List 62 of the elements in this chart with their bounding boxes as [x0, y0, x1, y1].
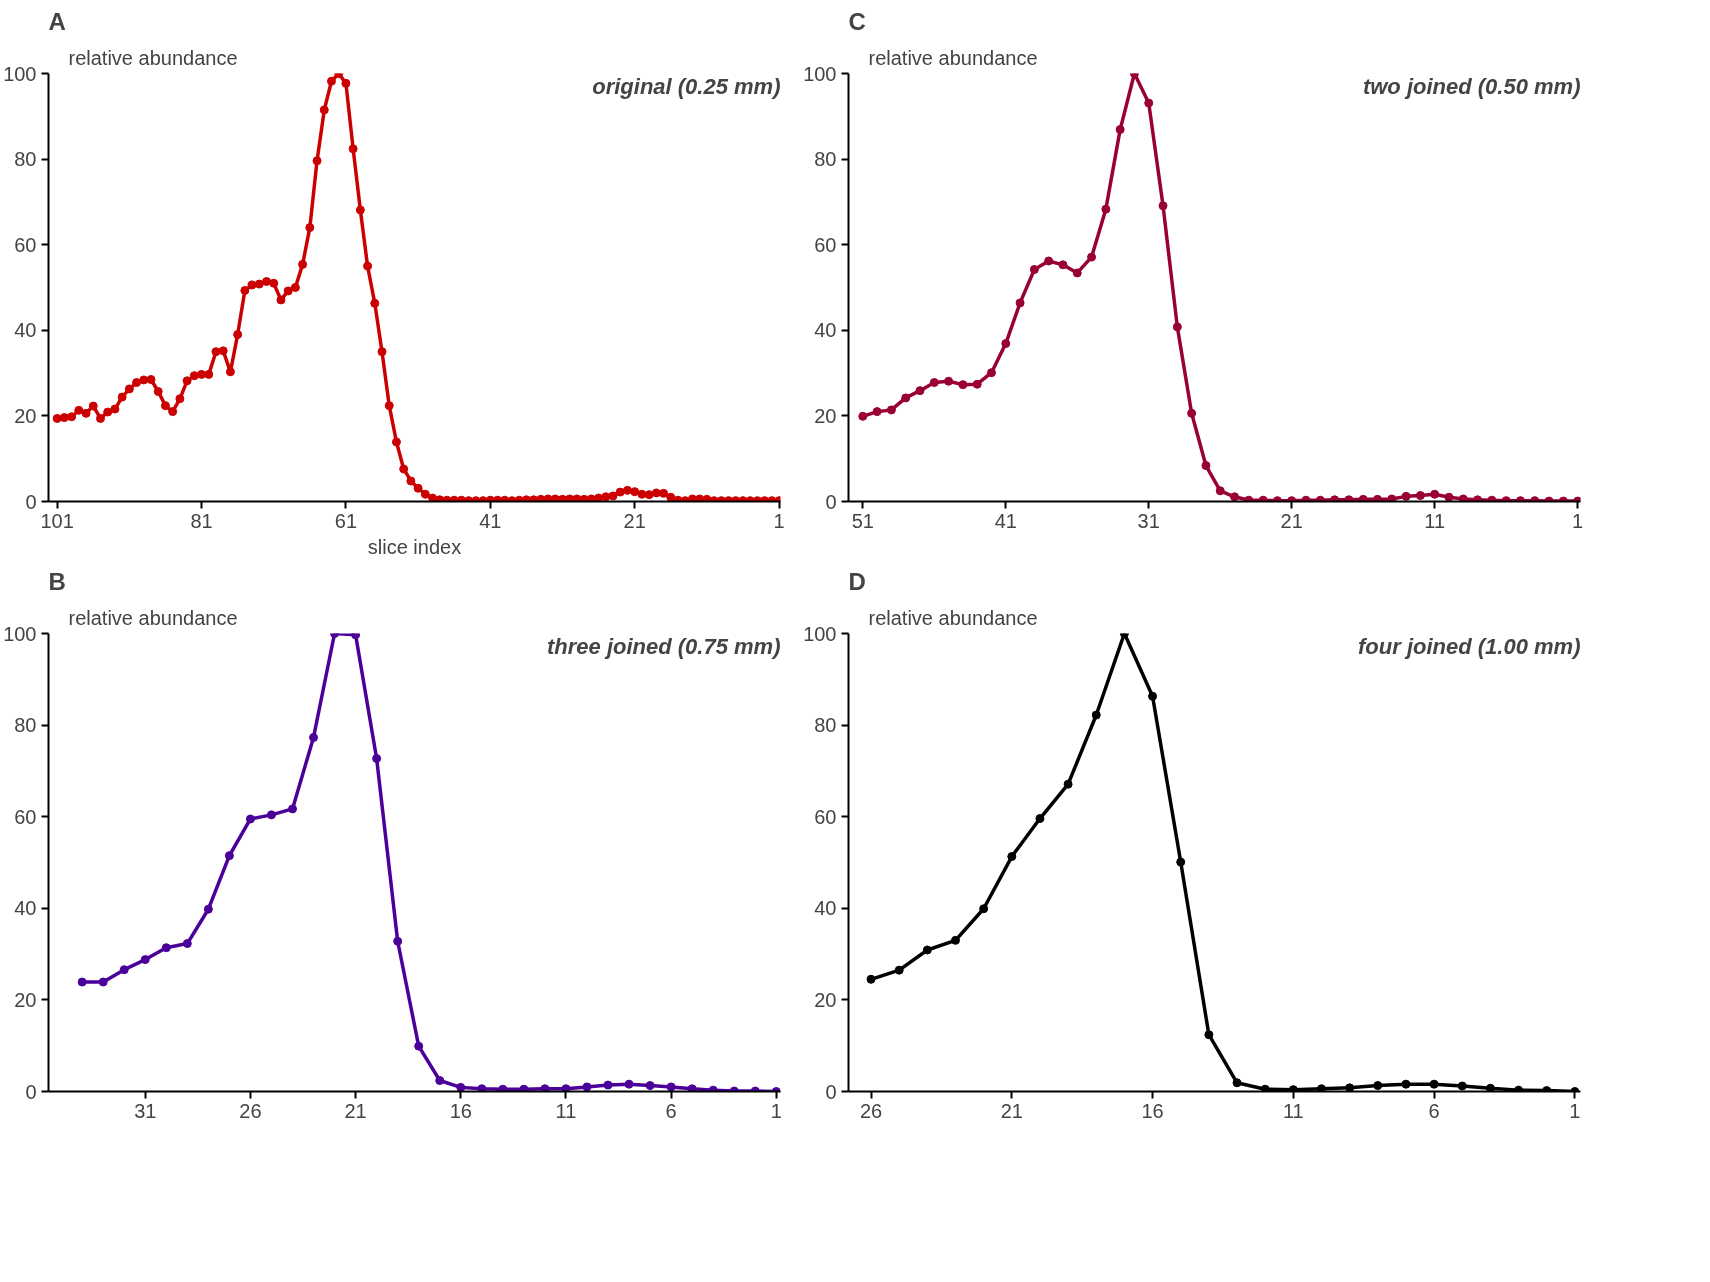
y-tick-label: 100 [3, 622, 37, 645]
x-tick-label: 101 [40, 509, 74, 532]
x-tick-label: 21 [1000, 1099, 1023, 1122]
x-tick-label: 51 [851, 509, 874, 532]
y-tick-label: 60 [14, 233, 37, 256]
x-tick-label: 21 [1280, 509, 1303, 532]
annotation: four joined (1.00 mm) [1358, 633, 1581, 659]
y-tick-label: 100 [803, 62, 837, 85]
y-tick-label: 60 [814, 805, 837, 828]
x-tick-label: 16 [449, 1099, 472, 1122]
y-tick-label: 60 [814, 233, 837, 256]
y-tick-label: 40 [14, 319, 37, 342]
y-axis-title: relative abundance [868, 46, 1038, 69]
x-tick-label: 31 [1137, 509, 1160, 532]
annotation: original (0.25 mm) [592, 73, 781, 99]
y-tick-label: 20 [14, 988, 37, 1011]
x-tick-label: 31 [134, 1099, 157, 1122]
x-tick-label: 61 [334, 509, 358, 532]
y-tick-label: 80 [14, 714, 37, 737]
y-axis-title: relative abundance [868, 606, 1038, 629]
x-tick-label: 1 [770, 1099, 782, 1122]
chart-title: B [48, 567, 66, 595]
x-axis-title: slice index [367, 535, 462, 558]
x-tick-label: 6 [665, 1099, 677, 1122]
x-tick-label: 6 [1428, 1099, 1440, 1122]
chart-title: C [848, 7, 866, 35]
y-tick-label: 100 [803, 622, 837, 645]
y-tick-label: 0 [825, 490, 837, 513]
x-tick-label: 26 [859, 1099, 883, 1122]
x-tick-label: 21 [623, 509, 646, 532]
y-axis-title: relative abundance [68, 606, 238, 629]
x-tick-label: 41 [994, 509, 1017, 532]
chart-title: D [848, 567, 866, 595]
y-tick-label: 80 [814, 714, 837, 737]
annotation: three joined (0.75 mm) [547, 633, 781, 659]
y-tick-label: 80 [814, 148, 837, 171]
x-tick-label: 11 [555, 1099, 577, 1122]
x-tick-label: 1 [773, 509, 785, 532]
y-tick-label: 20 [814, 988, 837, 1011]
y-tick-label: 100 [3, 62, 37, 85]
annotation: two joined (0.50 mm) [1362, 73, 1581, 99]
y-axis-title: relative abundance [68, 46, 238, 69]
y-tick-label: 0 [25, 1080, 37, 1103]
x-tick-label: 26 [239, 1099, 262, 1122]
y-tick-label: 20 [814, 404, 837, 427]
y-tick-label: 40 [814, 897, 837, 920]
x-tick-label: 16 [1141, 1099, 1164, 1122]
x-tick-label: 1 [1572, 509, 1584, 532]
x-tick-label: 81 [190, 509, 213, 532]
y-tick-label: 0 [25, 490, 37, 513]
x-tick-label: 11 [1424, 509, 1446, 532]
y-tick-label: 40 [14, 897, 37, 920]
x-tick-label: 11 [1282, 1099, 1304, 1122]
x-tick-label: 1 [1569, 1099, 1581, 1122]
chart-title: A [48, 7, 66, 35]
y-tick-label: 20 [14, 404, 37, 427]
y-tick-label: 0 [825, 1080, 837, 1103]
y-tick-label: 80 [14, 148, 37, 171]
x-tick-label: 41 [479, 509, 502, 532]
y-tick-label: 60 [14, 805, 37, 828]
x-tick-label: 21 [344, 1099, 367, 1122]
y-tick-label: 40 [814, 319, 837, 342]
